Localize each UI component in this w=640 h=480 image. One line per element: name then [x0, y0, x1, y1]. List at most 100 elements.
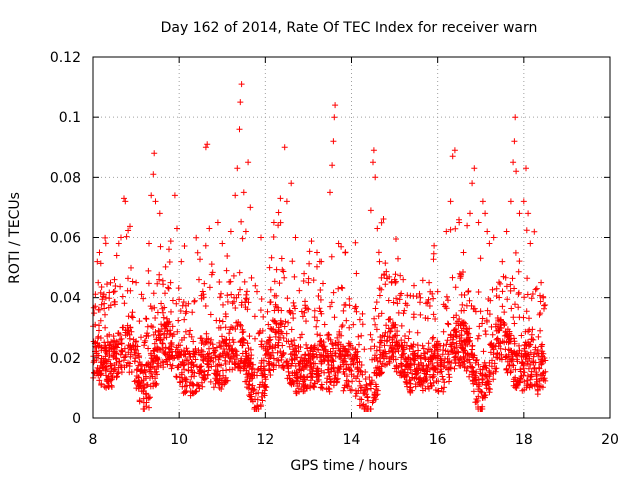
data-point — [321, 321, 328, 328]
data-point — [230, 350, 237, 357]
data-point — [526, 315, 532, 322]
data-point — [186, 350, 193, 357]
data-point — [295, 385, 302, 392]
data-point — [510, 378, 517, 385]
data-point — [206, 225, 213, 232]
data-point — [300, 278, 307, 284]
data-point — [104, 281, 110, 288]
data-point — [461, 292, 468, 298]
data-point — [144, 381, 151, 388]
data-point — [511, 348, 518, 355]
data-point — [182, 310, 189, 317]
data-point — [470, 380, 477, 387]
data-point — [412, 367, 418, 374]
data-point — [432, 387, 439, 393]
data-point — [124, 287, 131, 294]
data-point — [152, 198, 159, 205]
data-point — [414, 353, 421, 360]
data-point — [98, 382, 105, 388]
data-point — [542, 377, 549, 384]
data-point — [314, 263, 320, 270]
data-point — [102, 324, 109, 331]
data-point — [199, 383, 206, 390]
data-point — [291, 273, 298, 280]
data-point — [341, 302, 348, 308]
data-point — [538, 383, 544, 390]
data-point — [259, 372, 266, 379]
data-point — [180, 299, 187, 305]
data-point — [152, 357, 159, 364]
data-point — [466, 297, 473, 304]
data-point — [191, 348, 197, 355]
data-point — [191, 389, 198, 396]
data-point — [503, 283, 510, 290]
data-point — [162, 290, 168, 297]
data-point — [464, 365, 471, 371]
data-point — [95, 279, 102, 286]
data-point — [434, 288, 441, 295]
data-point — [414, 329, 421, 336]
data-point — [419, 277, 426, 284]
data-point — [257, 381, 264, 388]
data-point — [518, 373, 525, 380]
data-point — [537, 310, 544, 317]
data-point — [426, 385, 432, 392]
data-point — [317, 308, 324, 315]
data-point — [367, 345, 374, 352]
data-point — [373, 299, 380, 306]
data-point — [371, 394, 378, 401]
data-point — [428, 354, 435, 361]
data-point — [217, 343, 224, 350]
data-point — [127, 223, 133, 230]
data-point — [290, 346, 296, 353]
data-point — [515, 304, 522, 311]
data-point — [145, 345, 152, 352]
data-point — [132, 352, 139, 359]
data-point — [445, 366, 451, 373]
data-point — [334, 341, 341, 348]
data-point — [248, 274, 255, 281]
data-point — [475, 219, 482, 226]
data-point — [442, 303, 449, 310]
data-point — [219, 350, 226, 357]
data-point — [302, 376, 308, 383]
data-point — [419, 342, 426, 349]
plot-frame — [92, 56, 611, 419]
data-point — [293, 369, 300, 376]
data-point — [410, 314, 417, 321]
data-point — [237, 321, 243, 328]
data-point — [460, 249, 467, 256]
data-point — [183, 376, 190, 383]
data-point — [356, 358, 363, 365]
data-point — [328, 253, 335, 260]
data-point — [521, 294, 528, 301]
data-point — [525, 328, 532, 335]
data-point — [366, 374, 373, 381]
data-point — [335, 285, 342, 292]
chart-title: Day 162 of 2014, Rate Of TEC Index for r… — [161, 20, 538, 36]
data-point — [262, 383, 269, 390]
data-point — [499, 258, 506, 265]
data-point — [154, 371, 160, 378]
data-point — [275, 339, 282, 346]
data-point — [332, 353, 339, 360]
data-point — [441, 363, 448, 369]
data-point — [447, 226, 454, 233]
data-point — [523, 227, 530, 234]
data-point — [317, 384, 324, 391]
data-point — [209, 269, 216, 276]
data-point — [508, 349, 515, 356]
data-point — [433, 342, 440, 349]
data-point — [411, 282, 417, 289]
data-point — [419, 387, 426, 394]
data-point — [388, 325, 395, 331]
data-point — [286, 372, 293, 379]
data-point — [355, 333, 362, 340]
data-point — [494, 335, 501, 342]
data-point — [148, 192, 155, 199]
data-point — [175, 285, 182, 292]
data-point — [445, 297, 451, 304]
data-point — [340, 368, 347, 375]
data-point — [450, 314, 457, 321]
data-point — [348, 368, 355, 374]
